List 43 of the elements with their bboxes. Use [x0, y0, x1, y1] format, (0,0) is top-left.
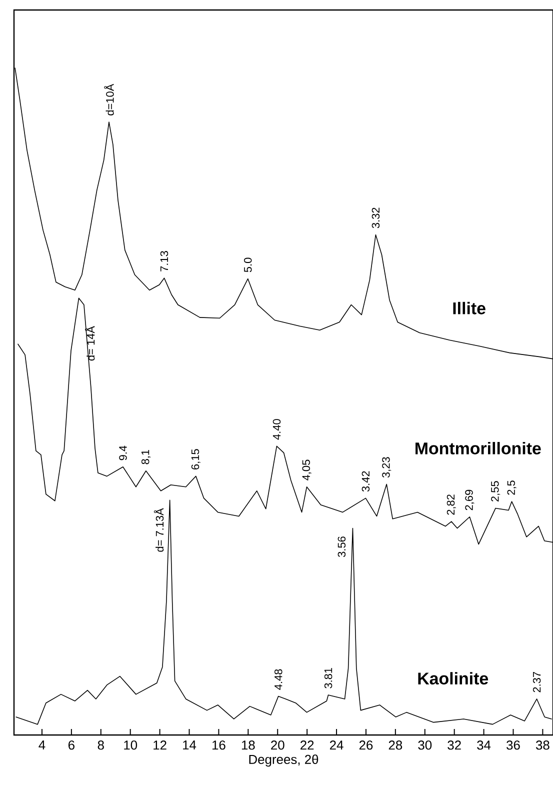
x-tick-label: 28 [388, 740, 402, 750]
x-tick-label: 6 [68, 740, 74, 750]
annotation: d=10Å [104, 84, 114, 116]
x-tick-label: 24 [330, 740, 344, 750]
x-tick-label: 34 [477, 740, 491, 750]
annotation: 4,05 [302, 460, 312, 480]
annotation: 5.0 [244, 258, 252, 272]
x-tick-label: 32 [448, 740, 461, 750]
annotation: 7.13 [160, 251, 168, 272]
annotation: 4.40 [272, 419, 281, 440]
x-tick-label: 16 [212, 740, 226, 750]
text: Montmorillonite [416, 442, 541, 454]
x-tick-label: 10 [124, 740, 138, 750]
annotation: 3.56 [338, 536, 346, 557]
x-tick-label: 26 [359, 740, 373, 750]
annotation: d= 7.13Å [154, 508, 164, 552]
annotation: 9.4 [119, 446, 127, 460]
annotation: 2,82 [446, 494, 456, 515]
annotation: 2.37 [532, 672, 541, 692]
x-tick-label: 4 [38, 740, 46, 750]
x-tick-label: 22 [300, 740, 314, 750]
annotation: 2,55 [491, 481, 500, 502]
annotation: 3,23 [382, 457, 392, 478]
x-tick-label: 38 [536, 740, 550, 750]
annotation: 2,69 [465, 490, 474, 510]
x-tick-label: 12 [154, 740, 166, 750]
x-tick-label: 14 [183, 740, 196, 750]
annotation: 2,5 [507, 480, 516, 495]
annotation: 3.32 [372, 208, 380, 228]
x-tick-label: 30 [418, 740, 432, 750]
series-label: Kaolinite [418, 672, 488, 685]
x-tick-label: 36 [506, 740, 520, 750]
annotation: 3.81 [324, 668, 332, 688]
annotation: 6,15 [191, 449, 200, 470]
x-tick-label: 20 [271, 740, 284, 750]
series-label: Illite [453, 302, 486, 314]
annotation: 8,1 [141, 450, 150, 464]
x-tick-label: 18 [242, 740, 255, 750]
x-axis-title: Degrees, 2θ [249, 754, 318, 767]
annotation: 3.42 [362, 471, 370, 492]
annotation: 4.48 [274, 669, 282, 690]
annotation: d= 14Å [85, 326, 95, 361]
x-tick-label: 8 [98, 740, 104, 750]
